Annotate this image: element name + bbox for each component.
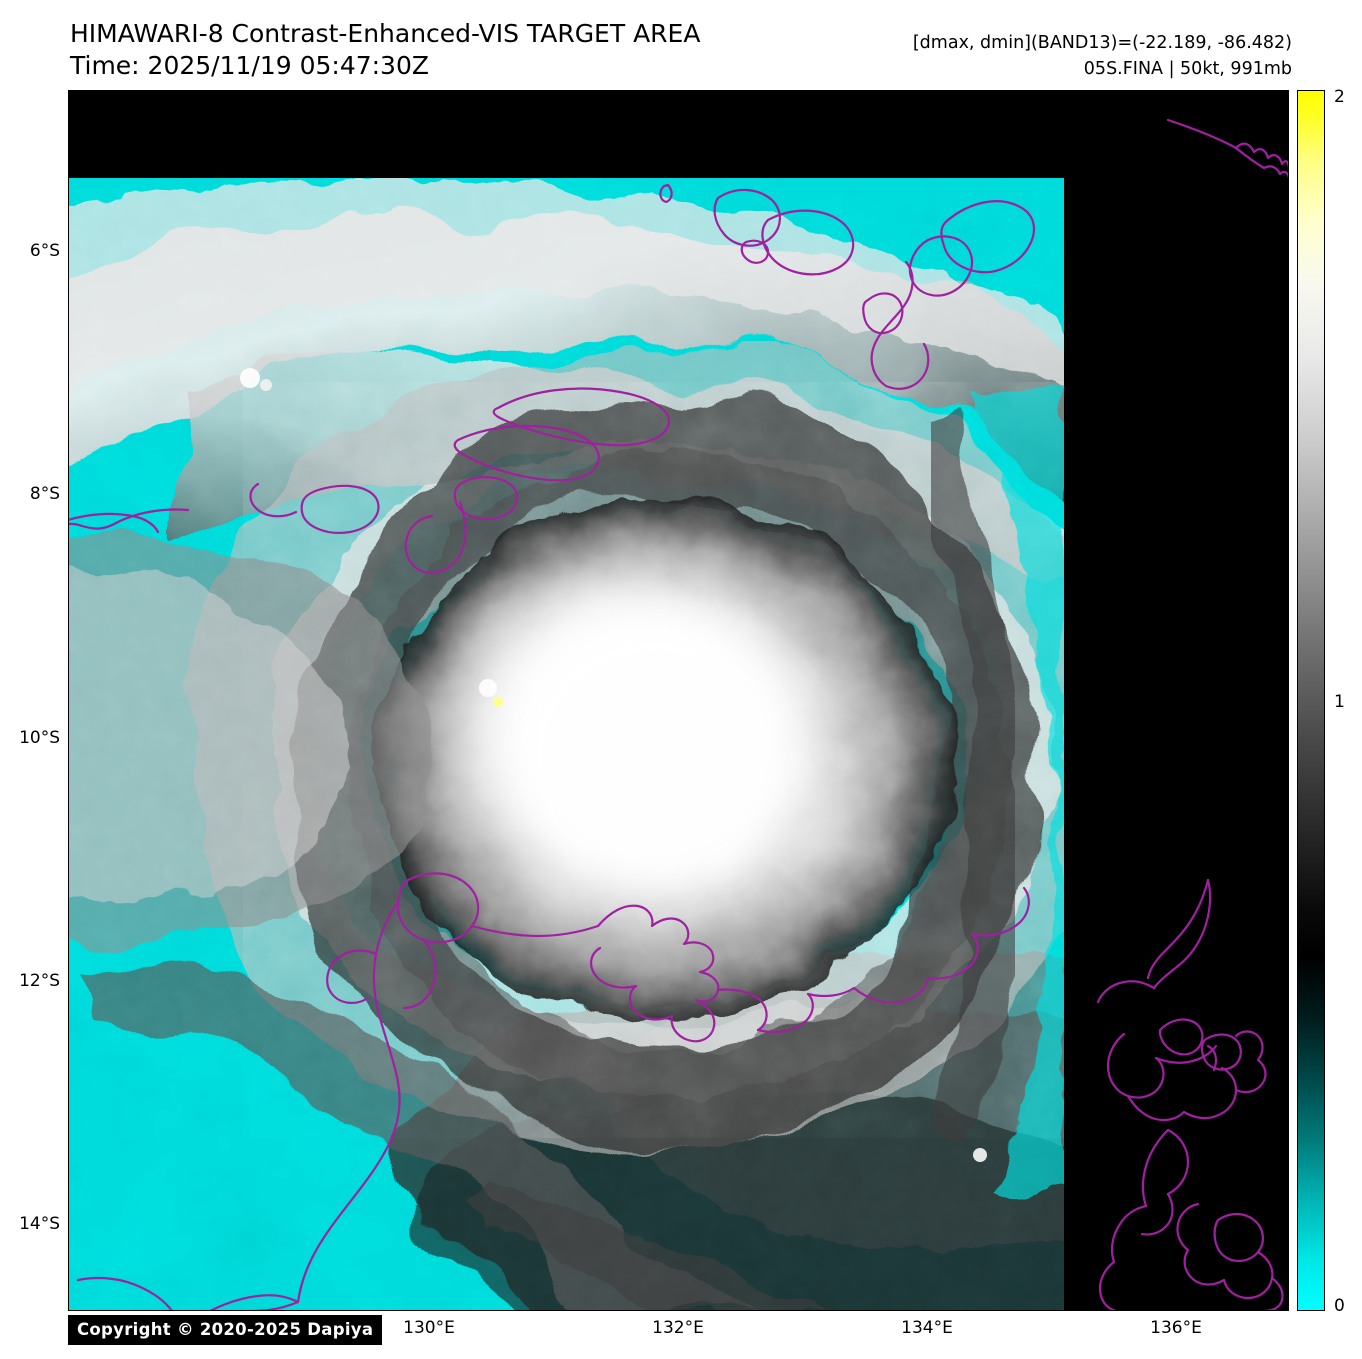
coastline-s5: [590, 946, 638, 989]
colorbar[interactable]: [1297, 90, 1325, 1311]
coastline-e15: [1098, 1260, 1118, 1311]
coastline-s-island1: [396, 872, 480, 944]
coastline-sw-long: [296, 900, 401, 1304]
colorbar-tick-label-2: 0: [1334, 1296, 1345, 1316]
coastline-e2: [1096, 980, 1156, 1004]
coastline-e11: [1234, 1030, 1264, 1062]
coastline-island-ne1: [940, 200, 1036, 274]
page-title: HIMAWARI-8 Contrast-Enhanced-VIS TARGET …: [70, 19, 701, 48]
x-tick-label-2: 132°E: [652, 1318, 704, 1338]
coastline-sw-bay: [326, 949, 378, 1004]
coastline-sw-far: [76, 1276, 174, 1311]
coastline-overlay: [68, 118, 1289, 1311]
coastline-s10: [926, 932, 979, 980]
storm-info-label: 05S.FINA | 50kt, 991mb: [1083, 59, 1292, 79]
colorbar-tick-label-0: 2: [1334, 87, 1345, 107]
coastline-island-c5: [404, 514, 434, 574]
coastline-island-c3: [453, 476, 519, 521]
satellite-image-canvas[interactable]: [68, 90, 1289, 1311]
coastline-s4: [628, 984, 674, 1021]
coastline-w1: [68, 508, 190, 530]
coastline-e12: [1206, 1044, 1218, 1072]
y-tick-label-3: 12°S: [19, 971, 60, 991]
coastline-ne: [1166, 118, 1289, 172]
coastline-sw-end: [208, 1294, 300, 1311]
coastline-island-n2: [713, 188, 781, 247]
coastline-e7: [1154, 1044, 1218, 1064]
convective-cells: [240, 368, 987, 1162]
coastline-e14: [1110, 1204, 1148, 1264]
coastline-e5: [1200, 1033, 1242, 1071]
timestamp-label: Time: 2025/11/19 05:47:30Z: [70, 51, 429, 80]
coastline-island-ne4: [884, 342, 930, 390]
y-tick-label-4: 14°S: [19, 1214, 60, 1234]
coastline-e16: [1166, 1128, 1190, 1196]
coastline-e13: [1141, 1128, 1170, 1208]
coastline-sw-inner: [402, 938, 437, 1010]
colorbar-tick-label-1: 1: [1334, 692, 1345, 712]
coastline-s8: [806, 986, 856, 998]
coastline-e19: [1222, 1250, 1274, 1300]
coastline-e8: [1126, 1094, 1186, 1122]
x-tick-label-1: 130°E: [403, 1318, 455, 1338]
coastline-e10: [1234, 1058, 1267, 1094]
coastline-s11: [970, 886, 1030, 937]
x-tick-label-3: 134°E: [901, 1318, 953, 1338]
coastline-e21: [1176, 1202, 1200, 1252]
coastline-ne-2: [1234, 146, 1289, 180]
coastline-s2: [596, 904, 720, 1003]
coastline-island-c7: [249, 482, 298, 518]
satellite-data-swath: [68, 178, 1064, 1311]
coastline-island-ne3: [870, 260, 914, 388]
coastline-e1: [1152, 878, 1212, 990]
coastline-island-n1: [659, 183, 673, 204]
coastline-s7: [756, 992, 814, 1034]
coastline-e9: [1182, 1066, 1238, 1120]
coastline-s9: [852, 976, 930, 1004]
copyright-watermark: Copyright © 2020-2025 Dapiya: [68, 1315, 383, 1345]
y-tick-label-2: 10°S: [19, 728, 60, 748]
coastline-s6: [716, 988, 768, 1032]
coastline-w2: [68, 512, 160, 534]
coastline-island-ne5: [862, 292, 904, 335]
coastline-island-n4: [740, 239, 770, 264]
y-tick-label-0: 6°S: [29, 241, 60, 261]
coastline-island-c2: [492, 387, 671, 447]
band-range-label: [dmax, dmin](BAND13)=(-22.189, -86.482): [912, 33, 1292, 53]
y-tick-label-1: 8°S: [29, 484, 60, 504]
metadata-block: [dmax, dmin](BAND13)=(-22.189, -86.482) …: [913, 30, 1292, 82]
coastline-s1: [470, 924, 600, 938]
coastline-s3: [670, 998, 716, 1043]
satellite-imagery-svg: [68, 90, 1289, 1311]
coastline-island-n3: [761, 209, 855, 276]
coastline-island-c4: [422, 500, 467, 574]
coastline-island-c1: [453, 424, 600, 482]
coastline-e4: [1158, 1018, 1204, 1056]
x-tick-label-4: 136°E: [1150, 1318, 1202, 1338]
coastline-island-c6: [300, 484, 380, 534]
coastline-e20: [1183, 1248, 1226, 1286]
page-title-block: HIMAWARI-8 Contrast-Enhanced-VIS TARGET …: [70, 18, 700, 82]
coastline-e3: [1146, 878, 1210, 980]
coastline-e17: [1140, 1192, 1174, 1236]
